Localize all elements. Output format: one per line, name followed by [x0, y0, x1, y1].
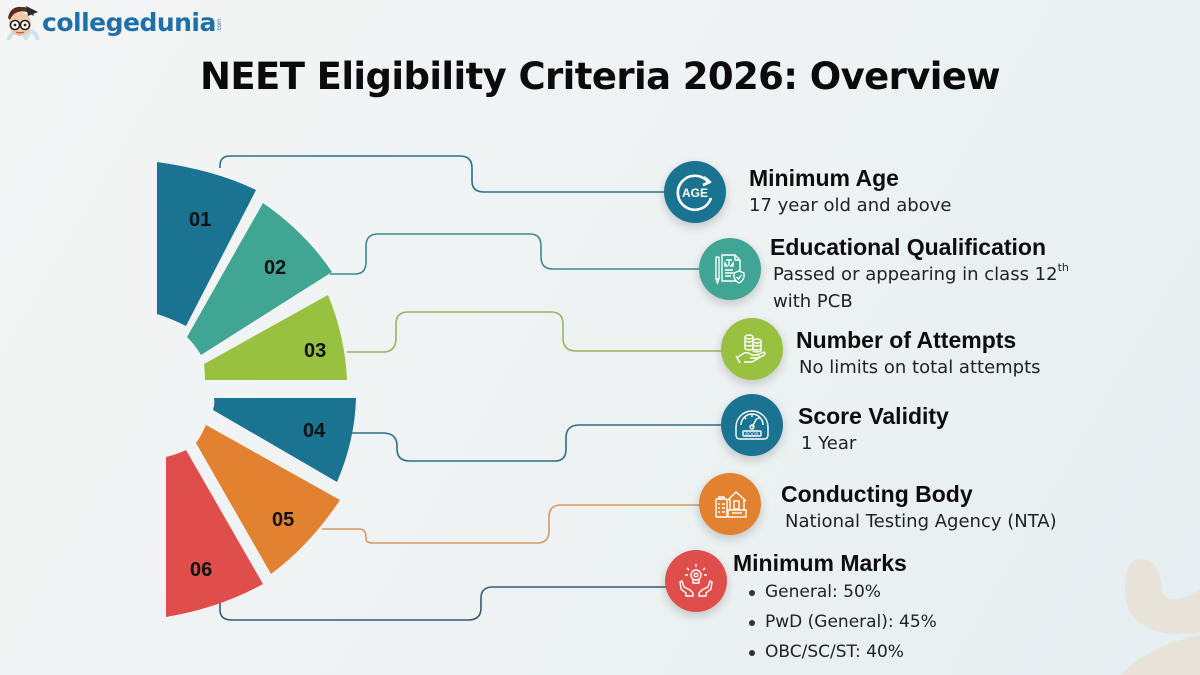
connector-02	[330, 233, 702, 275]
item-title: Score Validity	[798, 403, 949, 429]
item-title: Conducting Body	[781, 481, 973, 507]
item-title: Number of Attempts	[796, 327, 1017, 353]
brand-name: collegedunia	[42, 7, 216, 37]
page-title: NEET Eligibility Criteria 2026: Overview	[200, 55, 1001, 98]
connector-04	[352, 424, 724, 462]
age-icon: AGE	[664, 161, 726, 223]
item-description: Passed or appearing in class 12th	[773, 261, 1069, 285]
item-description-line2: with PCB	[773, 291, 853, 312]
item-conducting-body: Conducting Body National Testing Agency …	[781, 480, 1057, 535]
minimum-marks-list: General: 50% PwD (General): 45% OBC/SC/S…	[747, 577, 937, 667]
decorative-blob	[1124, 559, 1200, 634]
lightbulb-hands-icon	[665, 550, 727, 612]
brand-logo: collegedunia .com	[4, 2, 223, 42]
svg-text:04: 04	[303, 420, 326, 442]
connector-06	[219, 586, 666, 621]
item-description: 17 year old and above	[749, 195, 952, 216]
item-number-of-attempts: Number of Attempts No limits on total at…	[796, 326, 1041, 381]
list-item: General: 50%	[747, 577, 937, 607]
item-title: Educational Qualification	[770, 234, 1047, 260]
item-description: 1 Year	[801, 433, 857, 454]
item-title: Minimum Age	[749, 165, 899, 191]
segment-01: 01	[157, 162, 256, 326]
segment-03: 03	[204, 295, 347, 380]
item-title: Minimum Marks	[733, 550, 907, 576]
segment-05: 05	[196, 425, 340, 574]
gauge-meter-icon: POOR	[721, 394, 783, 456]
svg-text:02: 02	[264, 257, 286, 279]
connector-01	[219, 155, 668, 193]
svg-text:06: 06	[190, 559, 212, 581]
segment-06: 06	[166, 450, 263, 617]
svg-text:03: 03	[304, 340, 326, 362]
svg-text:POOR: POOR	[745, 431, 759, 436]
item-score-validity: Score Validity 1 Year	[798, 402, 949, 457]
list-item: PwD (General): 45%	[747, 607, 937, 637]
item-description: National Testing Agency (NTA)	[785, 511, 1057, 532]
connector-05	[322, 504, 702, 544]
segment-04: 04	[213, 398, 356, 482]
item-minimum-marks: Minimum Marks General: 50% PwD (General)…	[733, 549, 937, 667]
svg-text:05: 05	[272, 509, 294, 531]
svg-text:01: 01	[189, 209, 211, 231]
item-minimum-age: Minimum Age 17 year old and above	[749, 164, 951, 219]
certificate-document-icon	[699, 238, 761, 300]
connector-03	[347, 311, 724, 353]
coins-in-hand-icon	[721, 318, 783, 380]
decorative-blob	[1120, 635, 1200, 675]
list-item: OBC/SC/ST: 40%	[747, 637, 937, 667]
segment-02: 02	[187, 203, 332, 355]
svg-text:AGE: AGE	[682, 186, 708, 200]
item-description: No limits on total attempts	[799, 357, 1041, 378]
mascot-icon	[6, 6, 40, 40]
agency-building-icon	[699, 473, 761, 535]
item-educational-qualification: Educational Qualification Passed or appe…	[770, 233, 1069, 315]
